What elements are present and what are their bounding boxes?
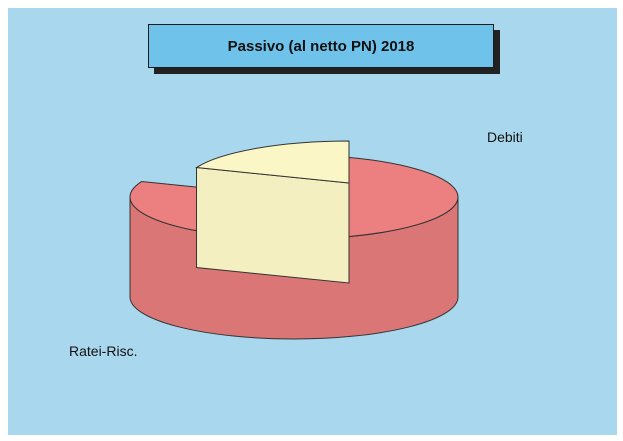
pie-slice-debiti xyxy=(195,140,350,284)
slice-cut-face-debiti xyxy=(196,166,350,284)
chart-title: Passivo (al netto PN) 2018 xyxy=(148,24,494,68)
slice-label-debiti: Debiti xyxy=(487,129,523,145)
slice-top-debiti xyxy=(195,140,350,184)
slice-label-ratei-risc: Ratei-Risc. xyxy=(69,343,137,359)
